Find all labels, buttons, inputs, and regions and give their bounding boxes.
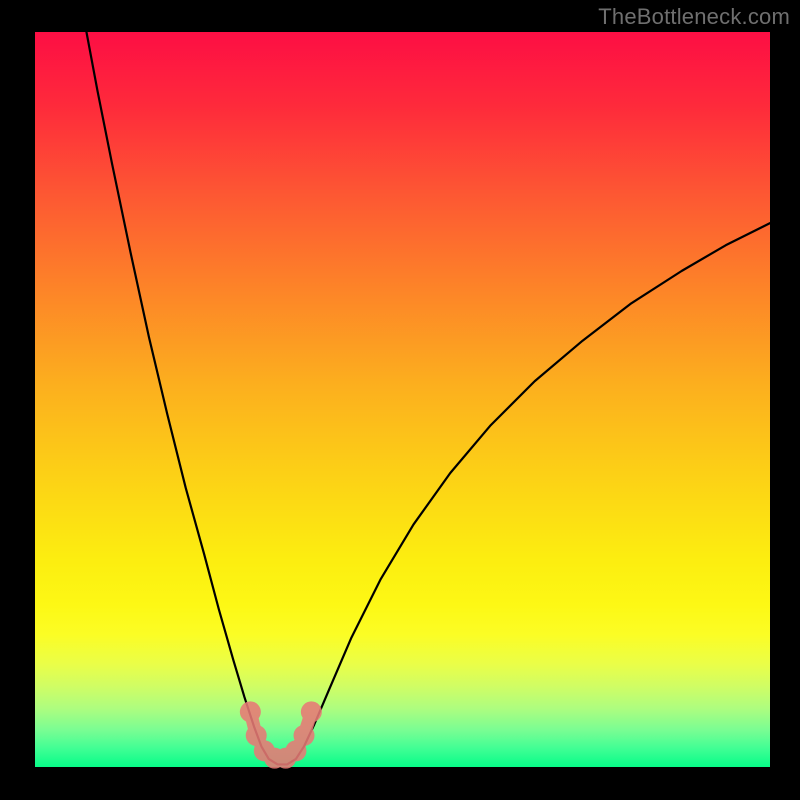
highlight-marker (240, 701, 261, 722)
watermark-text: TheBottleneck.com (598, 4, 790, 30)
highlight-marker (294, 725, 315, 746)
plot-area (35, 32, 770, 767)
trough-highlight (240, 701, 322, 768)
highlight-marker (301, 701, 322, 722)
curve-layer (35, 32, 770, 767)
main-curve (86, 32, 770, 764)
